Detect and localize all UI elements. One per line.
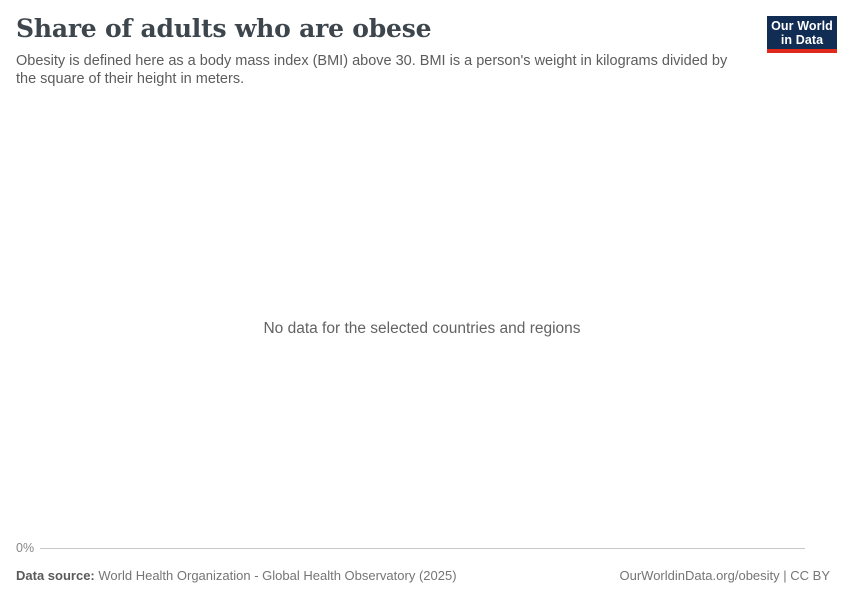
owid-logo[interactable]: Our World in Data [767, 16, 837, 53]
chart-footer: Data source: World Health Organization -… [16, 568, 830, 584]
page-title: Share of adults who are obese [16, 14, 432, 43]
attribution[interactable]: OurWorldinData.org/obesity | CC BY [619, 568, 831, 583]
owid-logo-line2: in Data [780, 33, 824, 47]
y-axis-tick-label: 0% [16, 541, 35, 555]
data-source: Data source: World Health Organization -… [16, 568, 457, 584]
chart-subtitle: Obesity is defined here as a body mass i… [16, 53, 728, 87]
owid-logo-line1: Our World [771, 19, 833, 33]
no-data-message: No data for the selected countries and r… [263, 320, 581, 337]
data-source-value: World Health Organization - Global Healt… [98, 568, 457, 583]
data-source-label: Data source: [16, 568, 95, 583]
x-axis-line [40, 548, 805, 549]
chart-area: No data for the selected countries and r… [0, 95, 850, 555]
